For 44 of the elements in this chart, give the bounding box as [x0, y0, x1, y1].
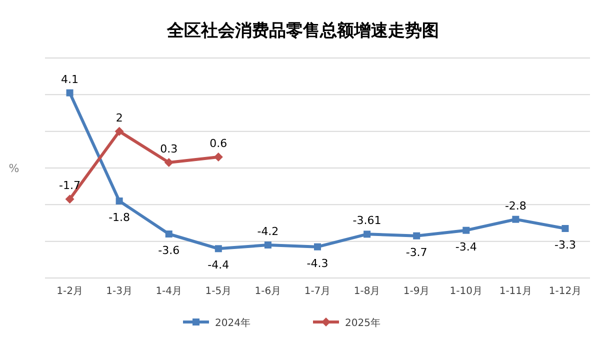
x-tick-label: 1-9月: [403, 286, 430, 297]
data-label: 2: [116, 111, 123, 124]
data-label: -2.8: [504, 199, 526, 212]
data-label: -4.3: [306, 256, 328, 270]
x-tick-label: 1-10月: [450, 286, 482, 297]
point: [116, 198, 123, 204]
data-label: -3.7: [406, 246, 428, 259]
data-label: 0.6: [210, 137, 228, 150]
point: [65, 194, 74, 204]
data-label: -3.4: [455, 240, 477, 254]
ylabel: %: [8, 162, 20, 175]
x-tick-label: 1-6月: [254, 286, 282, 297]
legend-label: 2024年: [215, 317, 250, 329]
point: [66, 89, 74, 96]
legend-label: 2025年: [345, 317, 380, 329]
title: 全区社会消费品零售总额增速走势图: [167, 21, 439, 41]
x-tick-label: 1-7月: [304, 286, 331, 297]
x-tick-label: 1-8月: [354, 286, 380, 297]
data-label: 0.3: [160, 142, 178, 156]
x-tick-label: 1-2月: [56, 286, 83, 297]
point: [114, 126, 124, 136]
point: [562, 225, 569, 232]
data-label: -3.3: [554, 238, 576, 252]
point: [164, 158, 174, 167]
point: [413, 232, 420, 240]
point: [214, 245, 222, 252]
x-tick-label: 1-5月: [205, 286, 232, 297]
x-tick-label: 1-4月: [156, 286, 182, 297]
point: [364, 230, 371, 238]
data-label: -1.8: [108, 211, 130, 224]
point: [462, 226, 470, 234]
point: [512, 216, 520, 223]
x-tick-label: 1-12月: [548, 286, 582, 297]
data-label: 4.1: [61, 72, 79, 86]
point: [165, 230, 172, 238]
data-label: -3.61: [352, 214, 382, 228]
data-label: -4.2: [257, 225, 279, 238]
data-label: -4.4: [208, 258, 230, 272]
point: [264, 242, 272, 248]
data-label: -1.7: [59, 179, 81, 192]
x-tick-label: 1-3月: [106, 286, 132, 297]
point: [314, 243, 321, 250]
data-label: -3.6: [158, 244, 180, 257]
x-tick-label: 1-11月: [499, 286, 532, 297]
